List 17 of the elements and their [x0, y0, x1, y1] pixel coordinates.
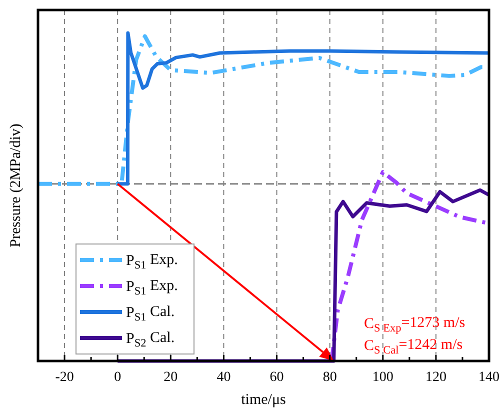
- legend-label: P$_{S1}$ Cal.: [126, 304, 175, 324]
- x-tick-label: 0: [114, 370, 122, 385]
- x-tick-label: 100: [372, 370, 394, 385]
- x-tick-label: 140: [478, 370, 500, 385]
- annotation: C$_{S Cal}$=1242 m/s: [364, 336, 463, 356]
- legend-label: P$_{S1}$ Exp.: [126, 252, 178, 272]
- x-tick-label: -20: [55, 370, 74, 385]
- y-axis-title: Pressure (2MPa/div): [8, 124, 24, 248]
- x-tick-label: 80: [322, 370, 337, 385]
- x-tick-label: 40: [216, 370, 231, 385]
- x-tick-label: 20: [164, 370, 178, 385]
- legend-label: P$_{S1}$ Exp.: [126, 278, 178, 298]
- annotation: C$_{S Exp}$=1273 m/s: [364, 314, 466, 334]
- x-tick-label: 60: [270, 370, 284, 385]
- legend-label: P$_{S2}$ Cal.: [126, 330, 175, 350]
- x-tick-label: 120: [425, 370, 446, 385]
- x-axis-title: time/μs: [241, 392, 286, 408]
